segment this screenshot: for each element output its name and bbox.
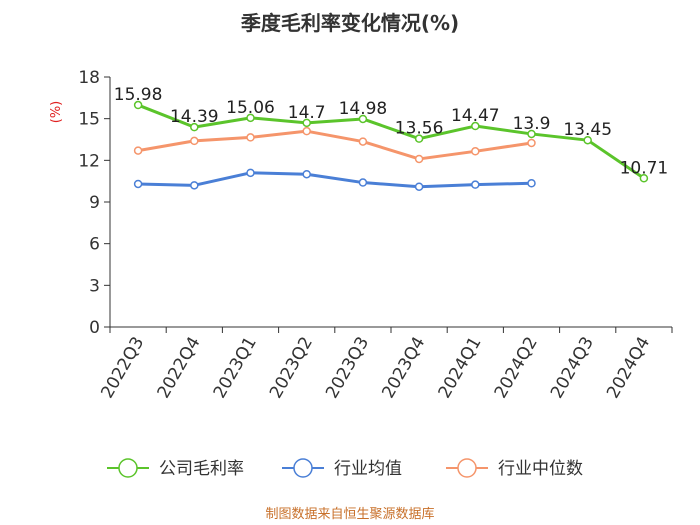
x-tick-label: 2024Q3 xyxy=(547,334,598,402)
series-lines xyxy=(133,100,649,191)
x-tick-label: 2023Q2 xyxy=(266,334,317,402)
data-label: 15.98 xyxy=(114,85,163,105)
data-point xyxy=(190,136,199,146)
data-point xyxy=(471,147,480,156)
source-note: 制图数据来自恒生聚源数据库 xyxy=(265,506,434,522)
data-point xyxy=(414,154,424,164)
data-label: 13.9 xyxy=(513,114,551,134)
data-point xyxy=(527,129,536,139)
data-point xyxy=(527,179,536,188)
data-point xyxy=(246,133,255,142)
legend-label: 公司毛利率 xyxy=(159,459,244,479)
data-label: 13.56 xyxy=(395,119,444,139)
data-point xyxy=(302,118,311,128)
y-axis-unit: (%) xyxy=(49,101,64,124)
data-point xyxy=(133,179,143,189)
data-label: 14.39 xyxy=(170,107,219,127)
data-point xyxy=(358,137,368,146)
data-label: 14.98 xyxy=(339,99,388,119)
data-point xyxy=(358,114,368,124)
data-point xyxy=(527,138,536,148)
legend: 公司毛利率 行业均值 行业中位数 xyxy=(107,458,583,479)
series-line xyxy=(137,129,532,161)
data-point xyxy=(471,180,480,189)
data-label: 15.06 xyxy=(226,98,275,118)
data-point xyxy=(190,122,199,132)
data-point xyxy=(246,113,255,123)
x-tick-label: 2023Q3 xyxy=(322,334,373,402)
x-tick-label: 2024Q4 xyxy=(603,334,654,402)
legend-swatch-marker xyxy=(118,458,138,478)
data-label: 14.47 xyxy=(451,106,500,126)
x-tick-label: 2024Q2 xyxy=(491,334,542,402)
data-point xyxy=(302,169,311,179)
data-label: 14.7 xyxy=(288,103,326,123)
data-point xyxy=(639,174,649,183)
legend-label: 行业中位数 xyxy=(498,459,583,479)
data-point xyxy=(133,100,143,110)
x-tick-label: 2022Q4 xyxy=(154,334,205,402)
x-tick-label: 2024Q1 xyxy=(435,334,486,402)
y-tick-label: 9 xyxy=(89,193,100,213)
y-tick-label: 12 xyxy=(78,151,100,171)
data-point xyxy=(302,126,311,136)
series-line xyxy=(138,171,532,189)
legend-swatch-marker xyxy=(457,458,477,478)
data-point xyxy=(190,181,199,190)
data-point xyxy=(246,168,255,178)
x-tick-label: 2023Q1 xyxy=(210,334,261,402)
y-tick-label: 6 xyxy=(89,235,100,255)
legend-swatch-marker xyxy=(293,458,313,478)
data-labels: 15.98 14.39 15.06 14.7 14.98 13.56 14.47 13.9 13… xyxy=(114,85,668,178)
data-point xyxy=(583,135,592,145)
y-tick-label: 0 xyxy=(89,318,100,338)
y-tick-label: 15 xyxy=(78,110,100,130)
y-tick-label: 18 xyxy=(78,68,100,88)
series-line xyxy=(137,103,645,180)
data-point xyxy=(471,121,480,131)
chart-title: 季度毛利率变化情况(%) xyxy=(240,11,459,35)
x-tick-label: 2022Q3 xyxy=(97,334,148,402)
data-point xyxy=(133,146,143,155)
data-label: 10.71 xyxy=(620,158,669,178)
x-tick-label: 2023Q4 xyxy=(378,334,429,402)
data-point xyxy=(414,134,424,143)
data-point xyxy=(358,178,368,187)
data-point xyxy=(414,182,424,191)
y-tick-label: 3 xyxy=(89,276,100,296)
data-label: 13.45 xyxy=(563,120,612,140)
legend-label: 行业均值 xyxy=(334,459,402,479)
